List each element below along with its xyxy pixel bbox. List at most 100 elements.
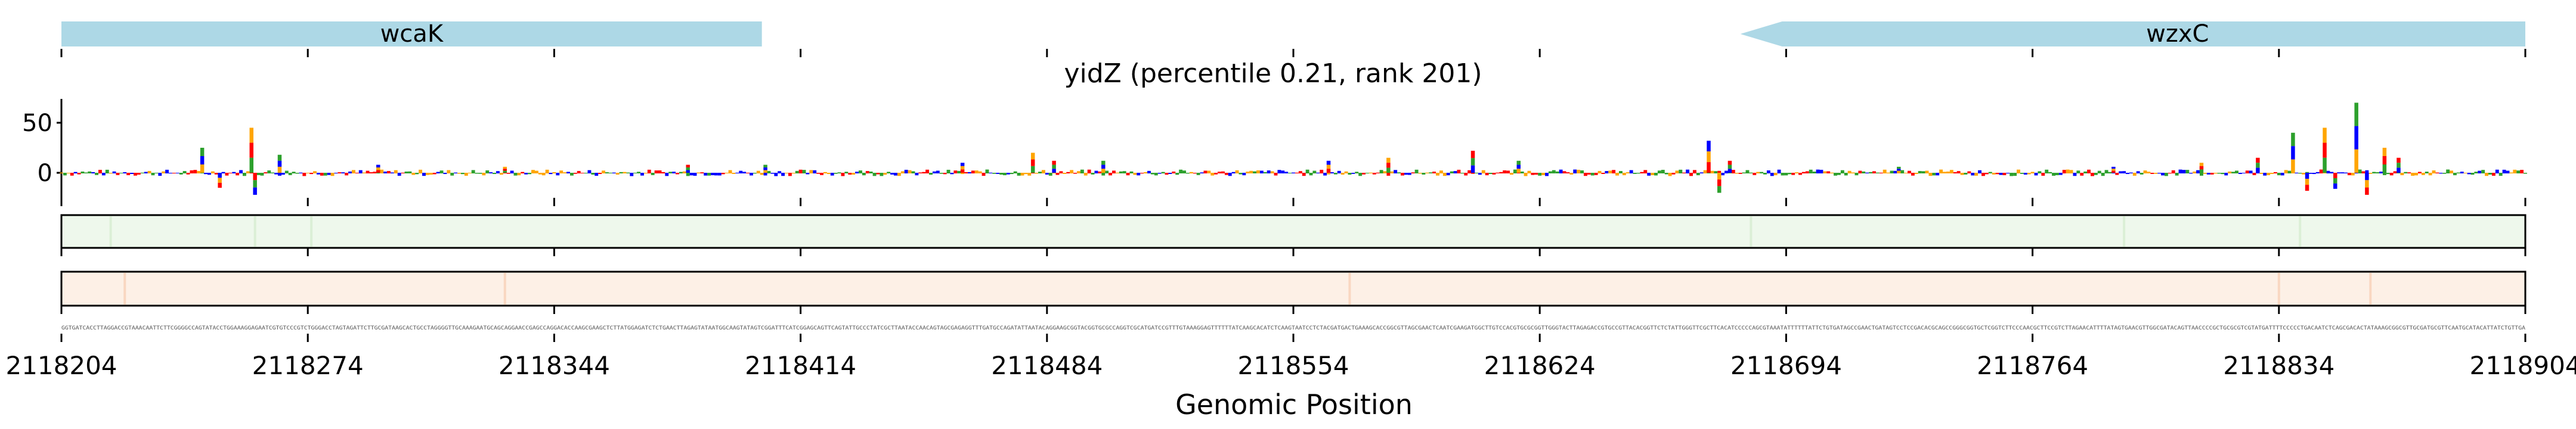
logo-mark-2118340 xyxy=(538,173,542,175)
logo-mark-2118693 xyxy=(1781,173,1785,176)
logo-peak-24-2 xyxy=(2291,159,2295,173)
logo-peak-25-2 xyxy=(2305,185,2309,191)
logo-mark-2118763 xyxy=(2027,173,2031,175)
logo-mark-2118781 xyxy=(2090,173,2094,176)
logo-mark-2118458 xyxy=(953,170,958,173)
logo-mark-2118737 xyxy=(1936,173,1940,176)
logo-mark-2118873 xyxy=(2414,173,2418,176)
logo-mark-2118405 xyxy=(767,170,771,173)
logo-mark-2118660 xyxy=(1664,173,1668,175)
logo-peak-23-0 xyxy=(2256,157,2260,163)
logo-mark-2118296 xyxy=(383,171,388,173)
logo-mark-2118482 xyxy=(1038,172,1042,173)
logo-mark-2118275 xyxy=(309,173,314,175)
logo-mark-2118657 xyxy=(1654,173,1658,176)
logo-mark-2118215 xyxy=(98,170,102,173)
logo-mark-2118562 xyxy=(1320,169,1324,173)
logo-mark-2118625 xyxy=(1541,173,1546,175)
logo-mark-2118470 xyxy=(996,173,1000,174)
logo-mark-2118291 xyxy=(366,170,370,173)
logo-mark-2118584 xyxy=(1397,172,1401,173)
logo-mark-2118580 xyxy=(1383,171,1387,173)
heatmap-1-stripe-3 xyxy=(1750,216,1753,247)
logo-mark-2118791 xyxy=(2126,173,2129,175)
logo-mark-2118563 xyxy=(1323,173,1327,176)
logo-mark-2118497 xyxy=(1091,173,1095,175)
logo-mark-2118801 xyxy=(2161,173,2165,176)
logo-peak-1-2 xyxy=(218,182,222,188)
logo-peak-marks xyxy=(200,102,2401,195)
logo-peak-17-1 xyxy=(1707,151,1711,163)
logo-peak-17-2 xyxy=(1707,162,1711,173)
logo-peak-19-1 xyxy=(1727,164,1732,169)
logo-mark-2118640 xyxy=(1594,173,1598,175)
logo-mark-2118265 xyxy=(274,173,278,175)
logo-mark-2118648 xyxy=(1622,173,1626,176)
logo-mark-2118493 xyxy=(1076,171,1080,173)
logo-mark-2118273 xyxy=(302,173,306,176)
logo-mark-2118461 xyxy=(964,172,968,173)
logo-mark-2118666 xyxy=(1686,169,1690,173)
logo-mark-2118313 xyxy=(443,173,447,175)
logo-mark-2118846 xyxy=(2319,169,2323,173)
logo-mark-2118455 xyxy=(943,173,947,175)
logo-mark-2118213 xyxy=(91,172,95,173)
logo-mark-2118283 xyxy=(338,172,342,173)
logo-mark-2118357 xyxy=(598,173,602,175)
logo-mark-2118755 xyxy=(1999,173,2003,175)
logo-mark-2118884 xyxy=(2453,173,2457,176)
logo-peak-27-0 xyxy=(2333,173,2337,178)
logo-mark-2118536 xyxy=(1228,173,1232,176)
logo-mark-2118500 xyxy=(1101,173,1106,176)
logo-mark-2118857 xyxy=(2358,169,2362,173)
logo-mark-2118436 xyxy=(876,173,880,175)
logo-mark-2118474 xyxy=(1010,173,1014,175)
logo-mark-2118210 xyxy=(80,171,85,173)
logo-mark-2118609 xyxy=(1485,173,1489,176)
logo-mark-2118718 xyxy=(1869,172,1873,173)
logo-mark-2118527 xyxy=(1196,173,1200,175)
logo-mark-2118222 xyxy=(123,172,127,173)
y-tick-label-50: 50 xyxy=(22,110,52,137)
logo-mark-2118381 xyxy=(682,171,686,173)
logo-peak-14-2 xyxy=(1386,167,1391,173)
logo-mark-2118417 xyxy=(809,170,813,173)
logo-peak-21-0 xyxy=(2111,166,2116,169)
logo-mark-2118349 xyxy=(569,173,574,176)
logo-mark-2118782 xyxy=(2094,173,2098,175)
logo-mark-2118402 xyxy=(756,170,760,173)
logo-mark-2118476 xyxy=(1017,173,1021,176)
logo-mark-2118435 xyxy=(872,173,877,176)
logo-mark-2118473 xyxy=(1006,173,1010,175)
logo-mark-2118778 xyxy=(2080,173,2084,176)
logo-mark-2118245 xyxy=(204,173,208,175)
logo-mark-2118643 xyxy=(1605,171,1609,173)
logo-mark-2118280 xyxy=(327,173,331,175)
logo-mark-2118411 xyxy=(788,173,792,176)
logo-mark-2118679 xyxy=(1731,170,1735,173)
logo-mark-2118238 xyxy=(179,173,183,175)
logo-mark-2118559 xyxy=(1309,173,1313,176)
logo-mark-2118354 xyxy=(587,170,592,173)
logo-mark-2118366 xyxy=(630,173,634,176)
logo-peak-29-2 xyxy=(2365,187,2369,195)
logo-mark-2118521 xyxy=(1175,173,1179,175)
logo-mark-2118683 xyxy=(1745,170,1750,173)
logo-mark-2118321 xyxy=(471,170,475,173)
logo-mark-2118591 xyxy=(1422,173,1426,175)
logo-mark-2118790 xyxy=(2122,171,2126,173)
logo-mark-2118208 xyxy=(73,172,78,173)
logo-mark-2118217 xyxy=(105,169,109,173)
logo-mark-2118488 xyxy=(1059,171,1063,173)
gene-wcak-label: wcaK xyxy=(380,20,444,48)
logo-peak-9-1 xyxy=(960,166,965,170)
logo-mark-2118403 xyxy=(760,173,764,175)
logo-peak-29-1 xyxy=(2365,180,2369,188)
logo-mark-2118904 xyxy=(2524,173,2527,174)
logo-peak-10-0 xyxy=(1030,153,1035,160)
logo-mark-2118783 xyxy=(2097,170,2101,173)
logo-mark-2118615 xyxy=(1506,170,1510,173)
logo-peak-15-1 xyxy=(1470,158,1475,166)
logo-mark-2118655 xyxy=(1647,173,1651,176)
logo-mark-2118224 xyxy=(130,173,134,174)
